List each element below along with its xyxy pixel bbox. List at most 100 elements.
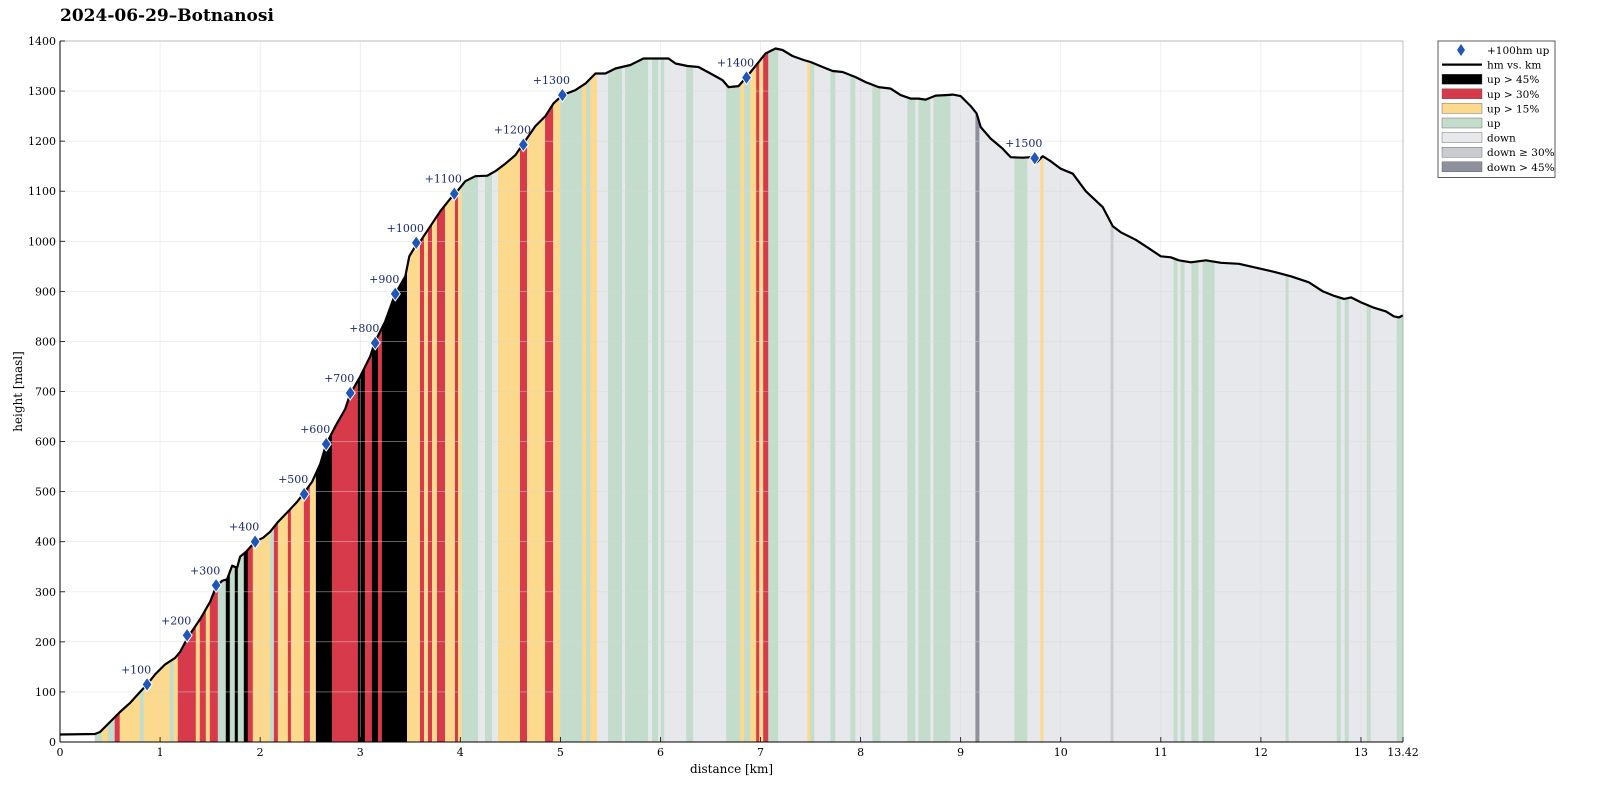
y-tick-label: 800 <box>35 335 56 348</box>
band-up-gt-15 <box>195 618 201 743</box>
y-tick-label: 1300 <box>28 85 56 98</box>
band-up <box>139 686 145 743</box>
x-tick-label: 0 <box>57 746 64 759</box>
band-up <box>229 565 236 743</box>
chart-title: 2024-06-29–Botnanosi <box>60 6 274 26</box>
band-down <box>658 58 662 743</box>
x-tick-label: 4 <box>457 746 464 759</box>
legend-swatch-up-gt-15 <box>1441 103 1483 114</box>
band-down <box>1348 297 1368 743</box>
y-axis-label: height [masl] <box>11 351 25 432</box>
elevation-marker-label: +1200 <box>494 124 531 137</box>
band-down <box>1043 156 1112 743</box>
elevation-marker-diamond <box>298 486 310 503</box>
band-up <box>744 71 751 743</box>
elevation-marker-label: +100 <box>121 663 151 676</box>
band-down <box>648 58 653 743</box>
elevation-marker-diamond <box>740 69 753 86</box>
legend-swatch-down <box>1441 132 1483 143</box>
elevation-marker-label: +1400 <box>717 57 754 70</box>
band-up <box>586 77 591 743</box>
band-down <box>835 70 851 743</box>
elevation-marker-diamond <box>556 87 568 103</box>
band-up-gt-15 <box>740 78 745 743</box>
band-down-gt-45 <box>975 111 981 743</box>
y-tick-label: 200 <box>35 636 56 649</box>
x-axis-label: distance [km] <box>690 762 773 776</box>
elevation-marker-diamond <box>389 286 401 302</box>
band-up <box>269 525 275 743</box>
band-up-gt-15 <box>423 228 429 743</box>
band-up <box>1173 257 1179 743</box>
elevation-marker-label: +900 <box>369 273 399 286</box>
elevation-marker-label: +600 <box>300 423 330 436</box>
band-down <box>1027 156 1041 743</box>
band-up-gt-45 <box>315 432 333 743</box>
y-tick-label: 1000 <box>28 235 56 248</box>
elevation-marker-label: +1100 <box>425 173 462 186</box>
band-down <box>1214 261 1287 743</box>
elevation-marker-diamond <box>448 185 460 202</box>
band-up-gt-15 <box>807 60 811 743</box>
elevation-markers: +100 +200 +300 +400 +500 +600 +700 +800 +900 +100… <box>121 57 1042 693</box>
elevation-marker-label: +400 <box>229 521 259 534</box>
band-up <box>1014 156 1028 743</box>
axes: 0 1 2 3 4 5 6 7 8 9 10 11 12 13 13.4201002003004005006… <box>28 35 1419 759</box>
band-up-gt-45 <box>371 335 379 743</box>
band-up-gt-15 <box>553 96 561 743</box>
band-up-gt-30 <box>303 483 311 743</box>
band-up-gt-30 <box>287 507 292 743</box>
band-down <box>778 48 808 743</box>
legend: +100hm up hm vs. km up > 45% up > 30% up > 1… <box>1437 40 1556 178</box>
band-up-gt-15 <box>759 55 764 743</box>
x-tick-label: 13 <box>1354 746 1368 759</box>
band-up-gt-15 <box>173 653 179 743</box>
legend-swatch-down-ge-30 <box>1441 146 1483 158</box>
legend-label: +100hm up <box>1487 45 1550 57</box>
band-up-gt-15 <box>277 510 289 743</box>
x-tick-label: 2 <box>257 746 264 759</box>
band-up-gt-15 <box>444 192 456 743</box>
elevation-marker-diamond <box>369 335 381 351</box>
elevation-marker-diamond <box>517 136 529 153</box>
band-down <box>1113 226 1175 743</box>
band-up <box>1180 260 1186 743</box>
band-up-gt-30 <box>331 378 359 743</box>
y-tick-label: 700 <box>35 386 56 399</box>
band-up <box>686 65 694 743</box>
band-up-gt-30 <box>763 51 769 743</box>
x-tick-label: 6 <box>657 746 664 759</box>
band-up <box>918 97 931 743</box>
legend-marker-swatch <box>1457 44 1465 56</box>
x-tick-label: 12 <box>1254 746 1268 759</box>
y-tick-label: 100 <box>35 686 56 699</box>
band-up-gt-30 <box>377 327 383 743</box>
band-up-gt-15 <box>252 531 271 743</box>
band-up-gt-45 <box>357 366 366 743</box>
x-tick-label: 1 <box>157 746 164 759</box>
band-down <box>597 71 609 743</box>
band-up <box>1366 304 1372 743</box>
band-down <box>622 65 626 743</box>
band-down <box>1177 259 1182 743</box>
x-tick-label: 13.42 <box>1387 746 1419 759</box>
band-up <box>1202 259 1216 743</box>
elevation-marker-diamond <box>344 385 356 401</box>
x-tick-label: 10 <box>1054 746 1068 759</box>
profile-line <box>59 47 1404 736</box>
legend-label: down <box>1487 133 1516 145</box>
band-down <box>491 168 499 743</box>
band-up <box>625 58 649 743</box>
y-tick-label: 300 <box>35 586 56 599</box>
legend-swatch-up-gt-30 <box>1441 88 1483 100</box>
elevation-marker-label: +1000 <box>387 222 424 235</box>
x-tick-label: 3 <box>357 746 364 759</box>
band-up-gt-15 <box>497 163 506 743</box>
band-up-gt-30 <box>427 222 433 743</box>
band-up-gt-30 <box>545 102 554 743</box>
band-up <box>237 552 245 743</box>
elevation-marker-diamond <box>320 436 332 452</box>
band-down <box>477 175 486 743</box>
x-tick-label: 9 <box>957 746 964 759</box>
profile-line-group <box>59 47 1404 736</box>
